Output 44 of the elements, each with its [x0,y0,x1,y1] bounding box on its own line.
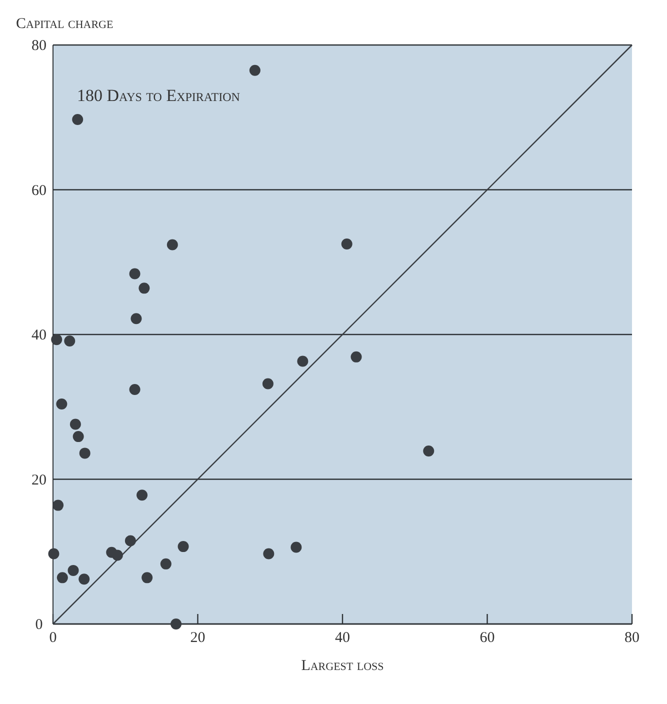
point [64,336,76,347]
point [48,548,60,560]
point [166,239,178,250]
point [262,378,274,390]
point [178,541,189,552]
point [297,356,308,367]
point [341,238,352,250]
point [350,351,362,362]
x-tick-label: 0 [49,630,57,646]
point [78,574,90,585]
y-tick-label: 40 [32,328,46,344]
x-tick-label: 20 [190,630,206,646]
x-axis-title: Largest loss [301,658,384,674]
point [170,618,182,630]
point [129,268,140,280]
point [68,564,79,576]
x-tick-label: 40 [335,630,350,646]
point [142,572,153,584]
point [290,542,302,553]
x-tick-label: 60 [480,630,495,646]
y-tick-label: 60 [32,182,46,199]
point [51,334,62,346]
y-tick-label: 20 [32,472,46,488]
y-tick-label: 80 [32,38,46,54]
y-tick-label: 0 [35,617,43,633]
point [124,535,136,546]
annotation: 180 Days to Expiration [77,86,240,105]
point [136,490,148,501]
point [263,548,274,560]
point [138,282,150,294]
point [56,398,68,410]
point [160,558,172,570]
point [129,384,140,396]
point [79,448,90,459]
y-axis-title: Capital charge [16,16,114,32]
point [70,418,81,430]
point [249,64,260,76]
point [56,572,68,584]
point [423,446,434,457]
point [130,313,142,324]
point [72,431,84,442]
x-tick-label: 80 [624,630,640,646]
point [72,114,84,126]
point [52,500,64,511]
